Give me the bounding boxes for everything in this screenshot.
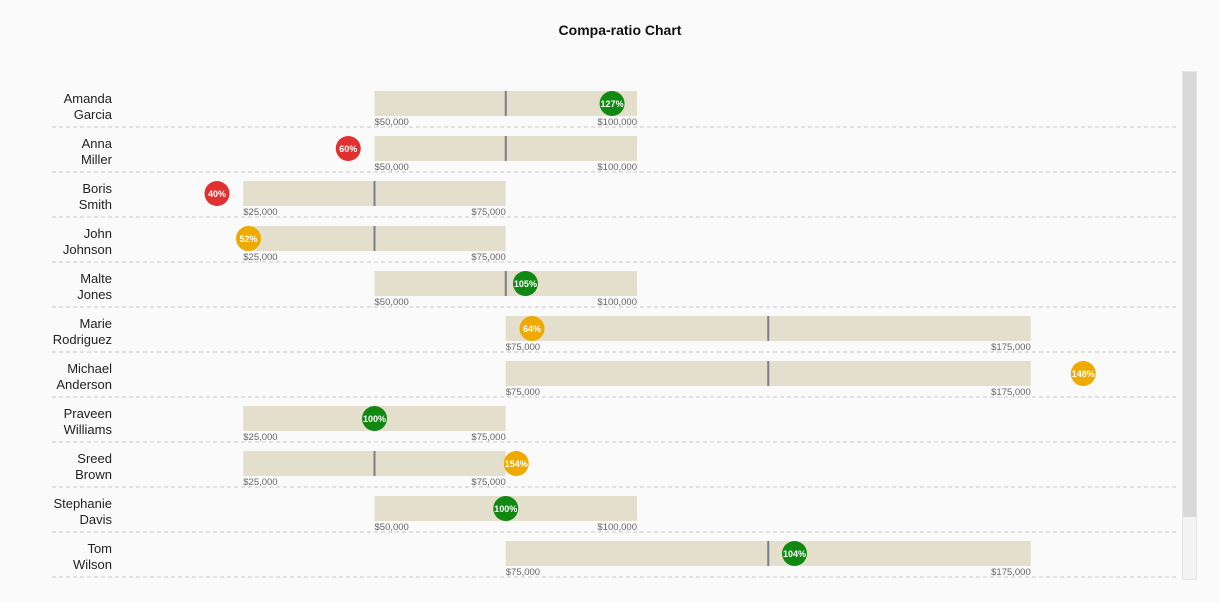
range-max-label: $75,000	[471, 432, 505, 443]
range-max-label: $100,000	[597, 297, 637, 308]
compa-ratio-label: 104%	[783, 549, 806, 559]
employee-first-name: Stephanie	[53, 496, 112, 511]
range-min-label: $25,000	[243, 252, 277, 263]
employee-last-name: Rodriguez	[53, 332, 112, 347]
employee-last-name: Smith	[79, 197, 112, 212]
scrollbar-thumb[interactable]	[1183, 72, 1196, 517]
compa-ratio-dot[interactable]	[493, 496, 519, 521]
range-max-label: $75,000	[471, 207, 505, 218]
range-max-label: $175,000	[991, 342, 1031, 353]
employee-last-name: Johnson	[63, 242, 112, 257]
range-midpoint-marker	[504, 136, 507, 161]
employee-last-name: Wilson	[73, 557, 112, 572]
compa-ratio-dot[interactable]	[335, 136, 361, 161]
employee-last-name: Miller	[81, 152, 113, 167]
employee-first-name: Sreed	[77, 451, 112, 466]
compa-ratio-label: 60%	[339, 144, 357, 154]
range-max-label: $75,000	[471, 252, 505, 263]
range-midpoint-marker	[373, 226, 376, 251]
range-min-label: $75,000	[506, 342, 540, 353]
range-min-label: $75,000	[506, 567, 540, 578]
employee-last-name: Williams	[64, 422, 113, 437]
employee-first-name: Anna	[82, 136, 113, 151]
compa-ratio-dot[interactable]	[503, 451, 529, 476]
range-max-label: $100,000	[597, 522, 637, 533]
range-midpoint-marker	[767, 361, 770, 386]
range-min-label: $25,000	[243, 432, 277, 443]
employee-first-name: Marie	[79, 316, 112, 331]
employee-last-name: Davis	[79, 512, 112, 527]
range-max-label: $75,000	[471, 477, 505, 488]
employee-first-name: Tom	[87, 541, 112, 556]
compa-ratio-label: 100%	[363, 414, 386, 424]
range-min-label: $75,000	[506, 387, 540, 398]
range-midpoint-marker	[504, 271, 507, 296]
compa-ratio-label: 127%	[601, 99, 624, 109]
employee-last-name: Brown	[75, 467, 112, 482]
employee-last-name: Garcia	[74, 107, 113, 122]
compa-ratio-label: 100%	[494, 504, 517, 514]
employee-first-name: Praveen	[64, 406, 112, 421]
compa-ratio-label: 105%	[514, 279, 537, 289]
range-min-label: $25,000	[243, 477, 277, 488]
employee-first-name: Boris	[82, 181, 112, 196]
range-min-label: $50,000	[375, 117, 409, 128]
range-midpoint-marker	[373, 451, 376, 476]
range-midpoint-marker	[504, 91, 507, 116]
range-midpoint-marker	[373, 181, 376, 206]
range-midpoint-marker	[767, 541, 770, 566]
range-min-label: $50,000	[375, 522, 409, 533]
employee-first-name: John	[84, 226, 112, 241]
compa-ratio-dot[interactable]	[519, 316, 545, 341]
vertical-scrollbar[interactable]	[1182, 71, 1197, 580]
employee-last-name: Anderson	[56, 377, 112, 392]
compa-ratio-label: 148%	[1072, 369, 1095, 379]
employee-first-name: Michael	[67, 361, 112, 376]
range-max-label: $100,000	[597, 117, 637, 128]
compa-ratio-label: 40%	[208, 189, 226, 199]
compa-ratio-dot[interactable]	[1070, 361, 1096, 386]
range-max-label: $175,000	[991, 387, 1031, 398]
employee-last-name: Jones	[77, 287, 112, 302]
compa-ratio-dot[interactable]	[362, 406, 387, 431]
compa-ratio-label: 154%	[505, 459, 528, 469]
range-min-label: $50,000	[375, 162, 409, 173]
compa-ratio-label: 64%	[523, 324, 541, 334]
range-midpoint-marker	[767, 316, 770, 341]
compa-ratio-dot[interactable]	[782, 541, 807, 566]
compa-ratio-label: 52%	[239, 234, 257, 244]
range-max-label: $100,000	[597, 162, 637, 173]
range-max-label: $175,000	[991, 567, 1031, 578]
employee-first-name: Amanda	[64, 91, 113, 106]
compa-ratio-dot[interactable]	[599, 91, 625, 116]
chart-title: Compa-ratio Chart	[558, 22, 682, 38]
range-min-label: $25,000	[243, 207, 277, 218]
range-min-label: $50,000	[375, 297, 409, 308]
compa-ratio-dot[interactable]	[512, 271, 538, 296]
compa-ratio-dot[interactable]	[236, 226, 261, 251]
compa-ratio-dot[interactable]	[204, 181, 230, 206]
employee-first-name: Malte	[80, 271, 112, 286]
